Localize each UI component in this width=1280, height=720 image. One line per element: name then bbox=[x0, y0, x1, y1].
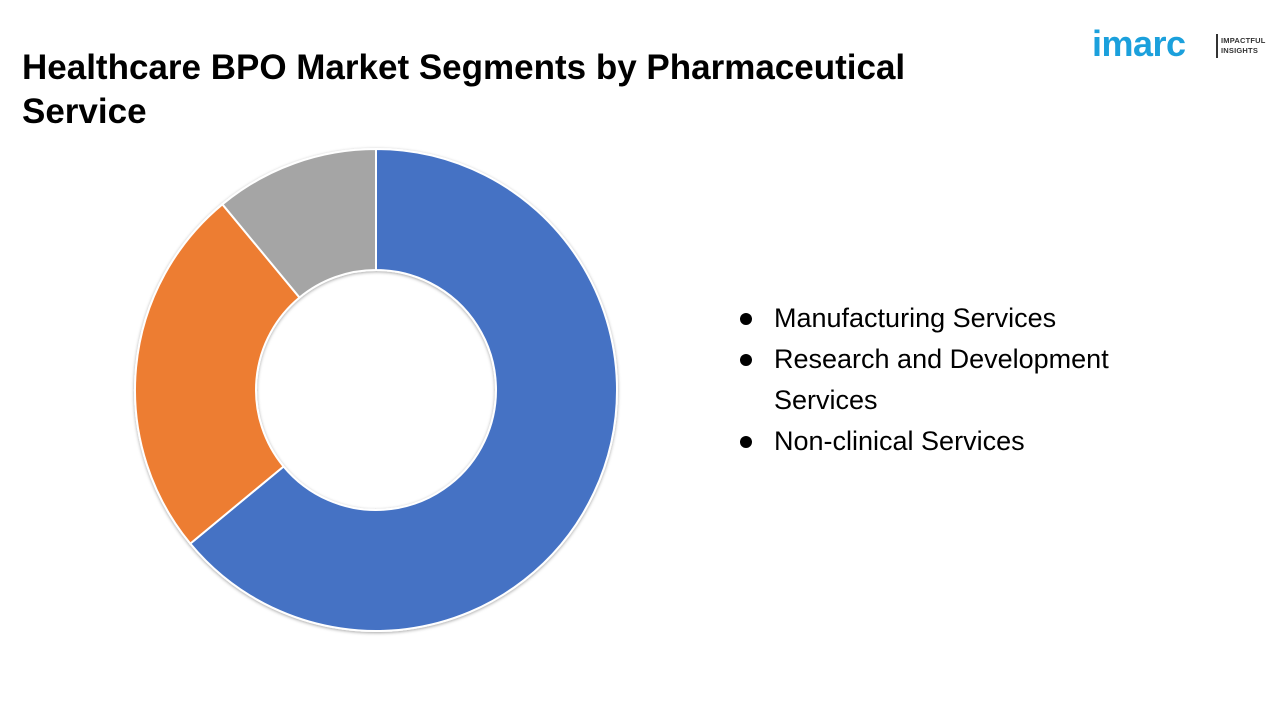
legend-label: Research and Development Services bbox=[774, 344, 1109, 415]
legend-label: Manufacturing Services bbox=[774, 303, 1057, 333]
chart-title: Healthcare BPO Market Segments by Pharma… bbox=[22, 48, 906, 131]
legend-bullet bbox=[740, 354, 752, 366]
imarc-logo: imarc IMPACTFUL INSIGHTS bbox=[1092, 16, 1268, 66]
legend-item-research-development: Research and Development Services bbox=[736, 339, 1176, 421]
logo-tagline-line2: INSIGHTS bbox=[1221, 46, 1259, 55]
legend-bullet bbox=[740, 436, 752, 448]
logo-wordmark: imarc bbox=[1092, 23, 1186, 64]
donut-slice-non-clinical-services bbox=[220, 147, 377, 299]
legend-label: Non-clinical Services bbox=[774, 426, 1025, 456]
donut-slice-manufacturing-services bbox=[188, 147, 618, 632]
legend-item-non-clinical: Non-clinical Services bbox=[736, 421, 1176, 462]
chart-legend: Manufacturing Services Research and Deve… bbox=[736, 298, 1176, 462]
logo-tagline-line1: IMPACTFUL bbox=[1221, 36, 1266, 45]
legend-bullet bbox=[740, 313, 752, 325]
legend-item-manufacturing: Manufacturing Services bbox=[736, 298, 1176, 339]
logo-divider bbox=[1216, 34, 1218, 58]
donut-slice-research-and-development-services bbox=[134, 202, 301, 546]
logo-tagline: IMPACTFUL INSIGHTS bbox=[1221, 36, 1266, 56]
